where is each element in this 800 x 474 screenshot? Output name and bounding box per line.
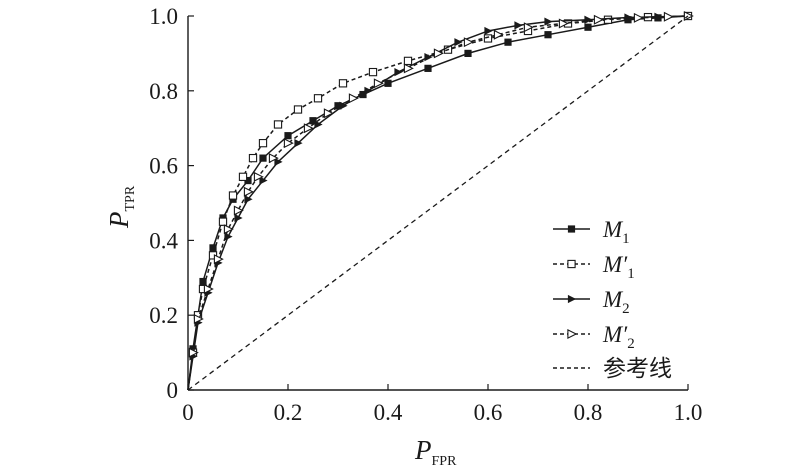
series-4-point: [348, 93, 359, 104]
series-2-point: [403, 56, 413, 66]
series-4-point: [303, 123, 314, 134]
series-4-point: [253, 171, 264, 182]
y-tick-label: 0.2: [149, 303, 178, 328]
series-4-point: [188, 347, 199, 358]
series-3-point: [484, 26, 493, 36]
series-3-point: [244, 195, 253, 204]
series-4-point: [223, 224, 234, 235]
series-4-point: [633, 12, 644, 23]
series-4-point: [463, 37, 474, 48]
legend-label-3: M2: [602, 287, 630, 317]
series-1-point: [544, 31, 552, 39]
legend-label-1: M1: [602, 217, 630, 247]
legend-label-2: M′1: [602, 252, 635, 282]
series-2-point: [293, 105, 303, 114]
x-tick-label: 0.6: [474, 400, 503, 425]
y-tick-label: 0.4: [149, 228, 178, 253]
series-2-point: [248, 153, 258, 163]
series-1-point: [309, 117, 317, 125]
series-4-point: [243, 186, 254, 197]
axes: 0 0.2 0.4 0.6 0.8 1.0 0 0.2 0.4 0.6 0.8 1.0 PFPR PTPR: [104, 4, 702, 469]
series-4-point: [433, 48, 444, 59]
series-1-point: [259, 154, 267, 162]
series-3-point: [234, 213, 243, 223]
series-2-point: [483, 34, 493, 43]
series-2-point: [313, 94, 323, 103]
series-4-point: [283, 138, 294, 149]
legend-marker-3: [567, 294, 577, 304]
series-2-point: [368, 67, 378, 77]
series-4-point: [233, 205, 244, 216]
x-tick-label: 0.2: [274, 400, 303, 425]
legend-label-4: M′2: [602, 322, 635, 352]
series-3-point: [224, 232, 233, 241]
series-3-point: [294, 139, 303, 148]
series-4-point: [403, 63, 414, 74]
series-4-point: [323, 108, 334, 119]
series-4-point: [268, 153, 279, 164]
series-3-point: [259, 176, 268, 185]
series-3-point: [514, 21, 523, 30]
series-3-point: [584, 15, 593, 24]
series-3-point: [274, 157, 283, 166]
series-4-point: [213, 254, 224, 265]
series-3-point: [364, 86, 373, 95]
series-4-point: [373, 78, 384, 89]
legend: M1 M′1 M2 M′2 参考线: [553, 217, 672, 381]
series-4-point: [558, 18, 569, 29]
y-tick-label: 0.8: [149, 79, 178, 104]
series-3-point: [314, 120, 323, 129]
series-1-point: [199, 277, 207, 286]
series-4-point: [683, 11, 694, 21]
plot-area: [187, 11, 694, 391]
series-3-point: [544, 17, 553, 26]
series-3-point: [624, 13, 633, 22]
series-4-point: [203, 284, 214, 295]
legend-marker-4: [567, 329, 578, 339]
series-1-point: [284, 132, 292, 140]
series-3-point: [339, 101, 348, 110]
series-2-point: [258, 139, 268, 148]
series-1-point: [244, 176, 252, 185]
series-2-point: [338, 79, 348, 88]
x-tick-label: 0.4: [374, 400, 403, 425]
series-3-point: [454, 38, 463, 47]
series-3-point: [424, 53, 433, 62]
series-2-point: [208, 251, 218, 260]
y-tick-label: 0: [167, 378, 179, 403]
legend-marker-1: [567, 225, 576, 233]
legend-marker-2: [567, 259, 576, 269]
y-tick-label: 1.0: [149, 4, 178, 29]
series-2-point: [238, 172, 248, 181]
series-4-point: [493, 29, 504, 40]
series-line-3: [187, 15, 689, 391]
legend-label-5: 参考线: [603, 356, 672, 381]
series-4-point: [523, 22, 534, 33]
series-4-point: [663, 11, 674, 22]
series-1-point: [334, 102, 342, 110]
x-tick-label: 1.0: [674, 400, 703, 425]
series-2-point: [218, 217, 228, 226]
series-1-point: [209, 244, 217, 252]
series-1-point: [504, 38, 512, 46]
series-1-point: [464, 49, 472, 57]
series-2-point: [228, 191, 238, 200]
series-2-point: [273, 120, 283, 129]
series-4-point: [593, 14, 604, 25]
series-4-point: [193, 313, 204, 324]
y-tick-label: 0.6: [149, 154, 178, 179]
y-axis-label: PTPR: [104, 185, 138, 229]
x-axis-label: PFPR: [414, 435, 457, 469]
series-1-point: [384, 79, 392, 87]
x-tick-label: 0: [182, 400, 194, 425]
x-tick-label: 0.8: [574, 400, 603, 425]
series-1-point: [584, 23, 592, 31]
series-1-point: [424, 64, 432, 72]
